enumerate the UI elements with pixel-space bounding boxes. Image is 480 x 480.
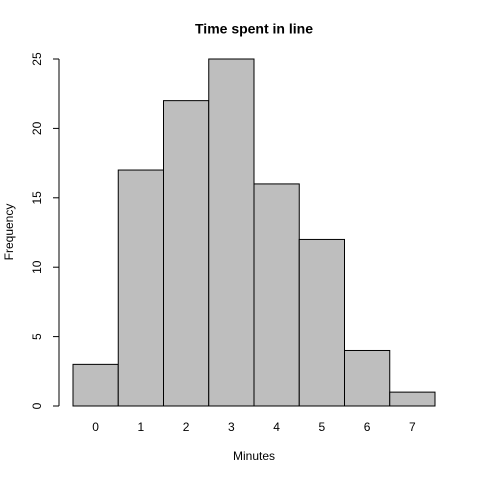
x-tick-label: 6 <box>364 420 371 434</box>
bar <box>208 58 255 407</box>
bar <box>298 238 345 407</box>
bar <box>253 183 300 407</box>
x-tick-label: 5 <box>319 420 326 434</box>
bar <box>389 391 436 407</box>
x-tick-label: 4 <box>273 420 280 434</box>
y-tick-label: 10 <box>30 260 44 274</box>
x-tick-label: 2 <box>183 420 190 434</box>
y-axis-label: Frequency <box>2 204 16 261</box>
x-tick-label: 7 <box>409 420 416 434</box>
bar <box>344 349 391 407</box>
y-tick-label: 20 <box>30 121 44 135</box>
x-tick-label: 0 <box>92 420 99 434</box>
y-tick-label: 5 <box>30 333 44 340</box>
x-tick-label: 1 <box>138 420 145 434</box>
y-tick-label: 25 <box>30 52 44 66</box>
bar <box>163 100 210 407</box>
y-tick-label: 15 <box>30 191 44 205</box>
y-tick-label: 0 <box>30 402 44 409</box>
chart-title: Time spent in line <box>195 21 313 37</box>
bar <box>72 363 119 407</box>
x-tick-label: 3 <box>228 420 235 434</box>
x-axis-label: Minutes <box>233 449 275 463</box>
bar <box>117 169 164 407</box>
